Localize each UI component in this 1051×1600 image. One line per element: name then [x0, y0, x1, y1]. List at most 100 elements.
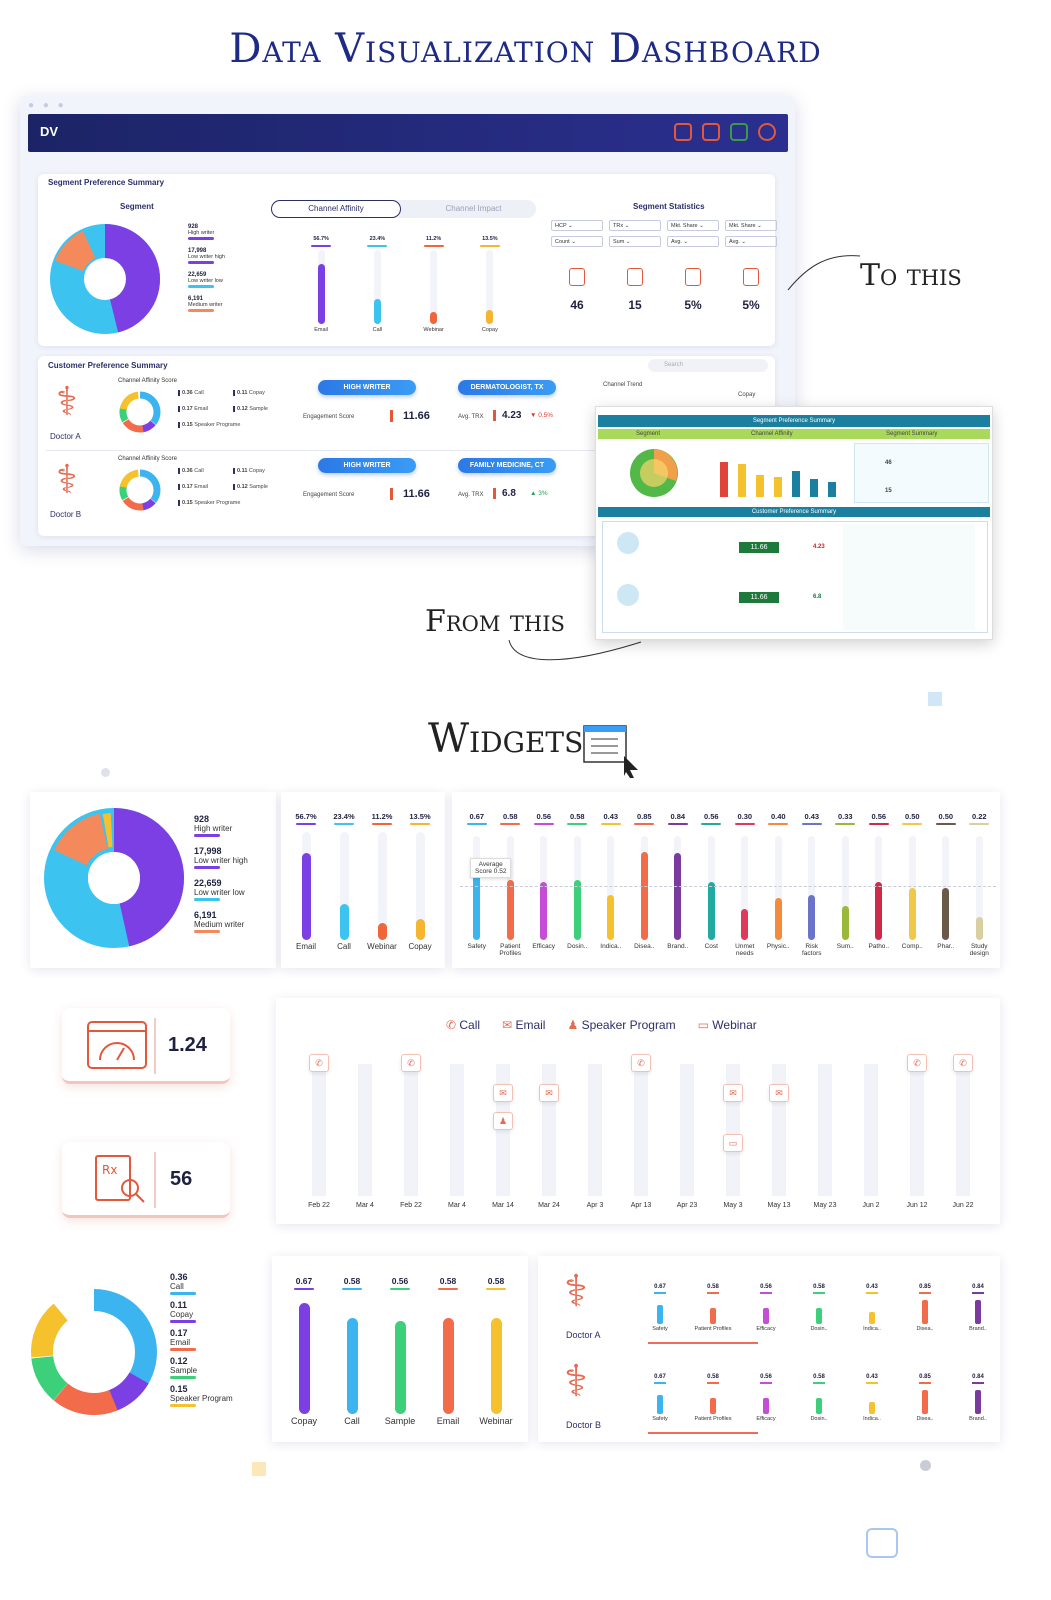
bar-category-label: Call: [337, 942, 351, 951]
legend-item: 928 High writer: [188, 224, 248, 240]
stat-select[interactable]: TRx ⌄: [609, 220, 661, 231]
pdf-icon[interactable]: [702, 123, 720, 141]
bar-value-label: 0.58: [707, 1284, 719, 1290]
channel-bars-widget: 56.7% Email 23.4% Call 11.2% Webinar 13.5% Copa…: [281, 792, 445, 968]
stat-select[interactable]: Mkt. Share ⌄: [725, 220, 777, 231]
timeline-event-marker[interactable]: ♟: [493, 1112, 513, 1130]
writer-pill[interactable]: HIGH WRITER: [318, 380, 416, 395]
tab-channel-impact[interactable]: Channel Impact: [445, 204, 502, 213]
decor-square: [928, 692, 942, 706]
bar-value-underline: [919, 1292, 931, 1294]
bar-value-label: 0.50: [938, 812, 954, 821]
bar-value-underline: [486, 1287, 506, 1290]
stat-value: 5%: [684, 298, 702, 312]
home-icon[interactable]: [674, 123, 692, 141]
stat-select[interactable]: Avg. ⌄: [725, 236, 777, 247]
affinity-score: 0.15 Speaker Programe: [178, 500, 240, 506]
timeline-event-marker[interactable]: ✆: [631, 1054, 651, 1072]
kpi-rx-card: Rx 56: [62, 1142, 230, 1218]
timeline-event-marker[interactable]: ✆: [401, 1054, 421, 1072]
kpi-divider: [154, 1018, 156, 1074]
bar-category-label: Dosin..: [567, 943, 588, 950]
tab-channel-affinity[interactable]: Channel Affinity: [271, 200, 401, 218]
timeline-track: [404, 1064, 418, 1196]
timeline-event-marker[interactable]: ✉: [539, 1084, 559, 1102]
bar: [875, 881, 883, 940]
stat-select[interactable]: Sum ⌄: [609, 236, 661, 247]
bar-value-label: 0.67: [654, 1284, 666, 1290]
average-line: [460, 885, 996, 887]
bar: [710, 1307, 716, 1324]
bar-value-underline: [972, 1382, 984, 1384]
bar-value-label: 0.33: [837, 812, 853, 821]
bar-category-label: Indica..: [863, 1416, 881, 1422]
old-bars: [716, 447, 846, 501]
affinity-score: 0.11 Copay: [233, 468, 265, 474]
old-engagement-a: 11.66: [739, 542, 779, 553]
timeline-event-marker[interactable]: ✉: [769, 1084, 789, 1102]
bar-track: [741, 836, 749, 940]
specialty-pill[interactable]: DERMATOLOGIST, TX: [458, 380, 556, 395]
bar-value-label: 0.58: [813, 1374, 825, 1380]
old-col-affinity: Channel Affinity: [751, 431, 793, 437]
search-input[interactable]: Search: [648, 359, 768, 372]
stat-select[interactable]: Avg. ⌄: [667, 236, 719, 247]
legend-call[interactable]: ✆ Call: [446, 1018, 481, 1032]
bar-value-label: 0.56: [703, 812, 719, 821]
trx-change: ▲ 3%: [530, 490, 548, 497]
bar-value-underline: [334, 822, 354, 825]
stat-select[interactable]: Count ⌄: [551, 236, 603, 247]
timeline-event-marker[interactable]: ✆: [953, 1054, 973, 1072]
segment-donut: [50, 224, 160, 334]
widgets-title: Widgets: [428, 716, 584, 762]
row-divider: [46, 450, 606, 451]
old-bar: [756, 475, 764, 497]
legend-label: Low writer low: [194, 888, 245, 897]
timeline-event-marker[interactable]: ✆: [309, 1054, 329, 1072]
chart-icon: [743, 268, 759, 286]
bar: [301, 852, 311, 940]
bar-category-label: Safety: [467, 943, 486, 950]
trx-label: Avg. TRX: [458, 414, 484, 420]
timeline-event-marker[interactable]: ✉: [723, 1084, 743, 1102]
timeline-event-marker[interactable]: ✆: [907, 1054, 927, 1072]
timeline-date-label: May 23: [813, 1202, 837, 1209]
affinity-score-label: Copay: [247, 390, 265, 396]
stat-select[interactable]: Mkt. Share ⌄: [667, 220, 719, 231]
legend-item: 22,659 Low writer low: [194, 878, 270, 901]
bar-track: [975, 836, 983, 940]
old-dashboard: Segment Preference Summary Segment Chann…: [595, 406, 993, 640]
affinity-score: 0.17 Email: [178, 484, 208, 490]
writer-pill[interactable]: HIGH WRITER: [318, 458, 416, 473]
bar-value-label: 0.43: [866, 1284, 878, 1290]
bar-value-label: 23.4%: [369, 236, 386, 242]
power-icon[interactable]: [758, 123, 776, 141]
bar-value-label: 11.2%: [425, 236, 442, 242]
legend-webinar[interactable]: ▭ Webinar: [697, 1018, 757, 1032]
affinity-score-label: Sample: [247, 406, 268, 412]
timeline-chart: Feb 22 Mar 4 Feb 22 Mar 4 Mar 14 Mar 24 Apr 3 A…: [296, 1054, 986, 1218]
app-channel-bars: 56.7% Email 23.4% Call 11.2% Webinar 13.5% Copa…: [293, 236, 518, 336]
legend-item: 0.15 Speaker Program: [170, 1384, 260, 1407]
timeline-event-marker[interactable]: ✉: [493, 1084, 513, 1102]
old-bar: [792, 470, 800, 497]
specialty-pill[interactable]: FAMILY MEDICINE, CT: [458, 458, 556, 473]
legend-label: Medium writer: [194, 920, 245, 929]
timeline-event-marker[interactable]: ▭: [723, 1134, 743, 1152]
affinity-score-value: 0.12: [237, 406, 248, 412]
bar-track: [607, 836, 615, 940]
chart-icon: [685, 268, 701, 286]
excel-icon[interactable]: [730, 123, 748, 141]
bar-value-label: 13.5%: [482, 236, 498, 242]
bar-value-underline: [410, 822, 430, 825]
legend-email[interactable]: ✉ Email: [502, 1018, 546, 1032]
bar-value-underline: [423, 244, 444, 247]
trx-label: Avg. TRX: [458, 492, 484, 498]
kpi-gauge-value: 1.24: [168, 1034, 207, 1056]
stat-select[interactable]: HCP ⌄: [551, 220, 603, 231]
bar-value-label: 0.67: [469, 812, 485, 821]
legend-item: 22,659 Low writer low: [188, 272, 248, 288]
channel5-bars: 0.67 Copay 0.58 Call 0.56 Sample 0.58 Email 0.58…: [280, 1276, 520, 1436]
legend-speaker[interactable]: ♟ Speaker Program: [567, 1018, 676, 1032]
bar-value-label: 56.7%: [295, 812, 317, 821]
